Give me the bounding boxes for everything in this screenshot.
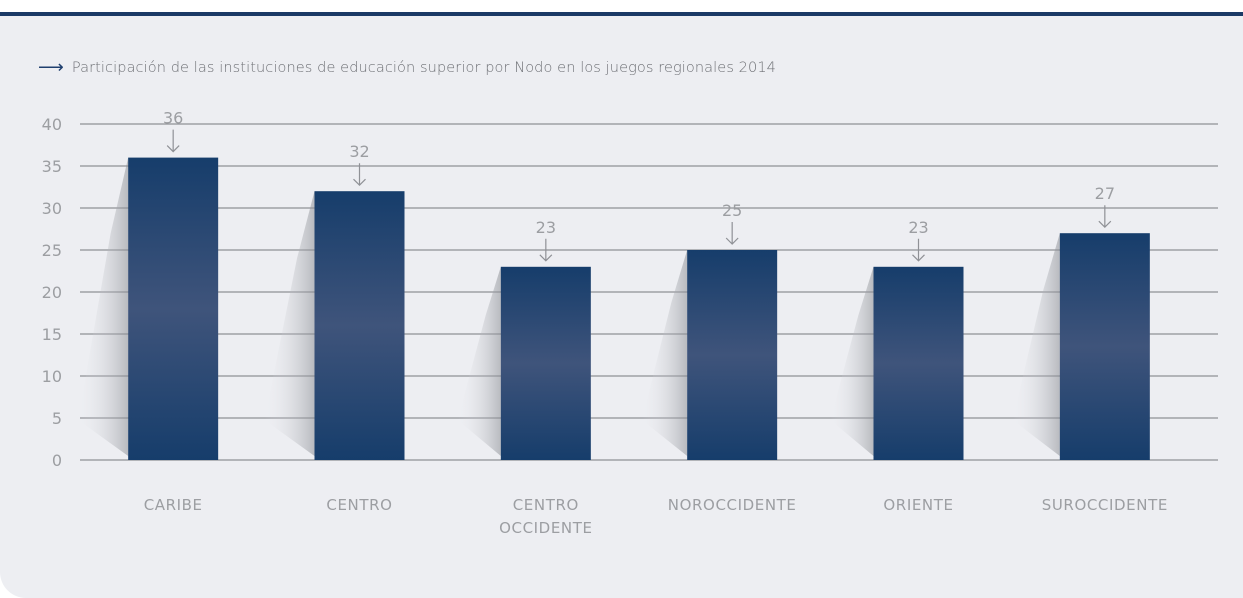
bar (128, 157, 219, 460)
bar (873, 266, 964, 460)
data-label: 23 (536, 218, 556, 237)
bar-shadow (264, 191, 315, 456)
y-tick-label: 0 (52, 451, 62, 470)
arrow-down-icon (353, 163, 366, 187)
y-tick-label: 35 (42, 157, 62, 176)
y-tick-label: 25 (42, 241, 62, 260)
y-tick-label: 40 (42, 115, 62, 134)
bar-shadow (830, 266, 874, 456)
header-accent-band (0, 0, 1243, 16)
y-tick-label: 15 (42, 325, 62, 344)
data-label: 27 (1095, 184, 1115, 203)
x-category-label: CARIBE (144, 496, 203, 514)
data-label: 36 (163, 109, 183, 128)
bar (1059, 233, 1150, 460)
x-category-label: ORIENTE (883, 496, 953, 514)
y-tick-label: 20 (42, 283, 62, 302)
data-label: 32 (349, 142, 369, 161)
arrow-right-icon: ⟶ (38, 57, 64, 78)
bar-shadow (78, 157, 129, 456)
data-label: 23 (908, 218, 928, 237)
bar (500, 266, 591, 460)
bar-shadow (641, 250, 688, 456)
arrow-down-icon (539, 238, 553, 262)
bar (687, 250, 778, 460)
y-axis-ticks: 0 5 10 15 20 25 30 35 40 (42, 115, 62, 470)
bar-shadow (1012, 233, 1060, 456)
data-label: 25 (722, 201, 742, 220)
bars (78, 157, 1150, 460)
y-tick-label: 10 (42, 367, 62, 386)
arrow-down-icon (166, 129, 180, 153)
x-category-label: OCCIDENTE (499, 519, 592, 537)
x-axis-categories: CARIBE CENTRO CENTRO OCCIDENTE NOROCCIDENTE O… (144, 496, 1168, 537)
bar (314, 191, 405, 460)
chart-caption: ⟶ Participación de las instituciones de … (38, 58, 776, 78)
arrow-down-icon (912, 238, 925, 262)
arrow-down-icon (725, 222, 739, 245)
arrow-down-icon (1098, 205, 1112, 229)
chart-title: Participación de las instituciones de ed… (71, 60, 776, 76)
y-tick-label: 5 (52, 409, 62, 428)
x-category-label: CENTRO (326, 496, 392, 514)
y-tick-label: 30 (42, 199, 62, 218)
bar-shadow (457, 266, 501, 456)
x-category-label: NOROCCIDENTE (668, 496, 797, 514)
x-category-label: CENTRO (513, 496, 579, 514)
x-category-label: SUROCCIDENTE (1042, 496, 1168, 514)
data-labels: 36 32 23 25 23 27 (163, 109, 1115, 262)
